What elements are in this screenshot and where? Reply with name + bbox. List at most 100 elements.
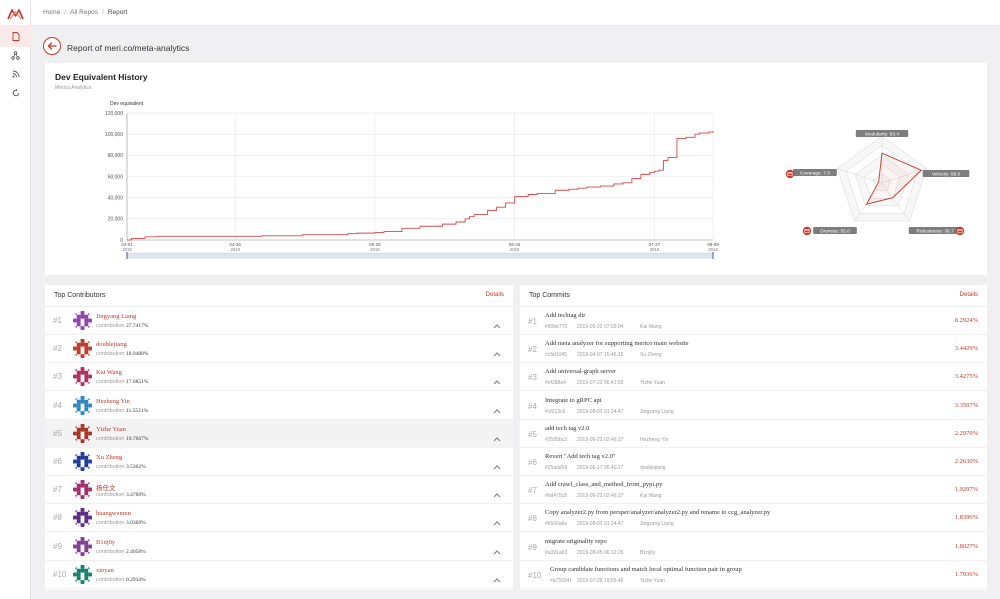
- contributor-row[interactable]: #1 Jingyang Liang contribution 27.7417%: [45, 307, 513, 335]
- avatar: [73, 339, 92, 359]
- commit-message[interactable]: Add techtag dir: [545, 312, 586, 319]
- commit-message[interactable]: Add meta analyzer for supporting merico …: [545, 340, 689, 348]
- commit-message[interactable]: add tech tag v2.0: [545, 424, 590, 432]
- contributor-row[interactable]: #7 扬任文 contribution 3.4769%: [45, 476, 513, 505]
- commit-row[interactable]: #4 Integrate to gRPC api #cf213c6 2019-08-0…: [520, 392, 987, 420]
- contributor-name[interactable]: huangwenren: [96, 510, 132, 518]
- commit-message[interactable]: Revert "Add tech tag v2.0": [545, 453, 616, 460]
- breadcrumb-home[interactable]: Home: [43, 9, 61, 16]
- contributor-name[interactable]: Yizhe Yuan: [96, 425, 126, 433]
- y-tick-label: 60,000: [108, 174, 124, 180]
- commit-row[interactable]: #2 Add meta analyzer for supporting meric…: [520, 335, 987, 364]
- commit-hash: #cf213c6: [545, 408, 566, 415]
- radar-label-bg: [793, 169, 837, 176]
- x-tick-year: 2018: [231, 247, 241, 252]
- commit-rank: #7: [528, 486, 537, 496]
- contributor-name[interactable]: Kai Wang: [96, 369, 122, 377]
- contribution-meta: contribution 18.9488%: [96, 351, 148, 357]
- nav-reports-icon[interactable]: [0, 25, 31, 47]
- contributor-rank: #8: [53, 513, 62, 523]
- contributor-rank: #10: [53, 569, 67, 579]
- nav-refresh-icon[interactable]: [0, 82, 31, 104]
- chevron-up-icon[interactable]: [493, 401, 501, 413]
- contributor-name[interactable]: 扬任文: [96, 485, 116, 493]
- radar-info-icon[interactable]: [955, 226, 965, 236]
- commit-hash: #25ada59: [545, 465, 568, 471]
- contributor-row[interactable]: #10 xinyan contribution 0.2934%: [45, 561, 513, 589]
- commit-message[interactable]: Copy analyzer2.py from persper/analyzer/…: [545, 509, 771, 517]
- arrow-left-icon: [47, 42, 57, 50]
- chart-subtitle: Merico Analytics: [55, 85, 92, 91]
- chevron-up-icon[interactable]: [493, 542, 501, 554]
- contribution-percent: 3.5363%: [125, 464, 146, 470]
- merico-logo[interactable]: [7, 7, 24, 25]
- commit-message[interactable]: Group candidate functions and match loca…: [550, 565, 742, 573]
- commit-row[interactable]: #9 migrate originality repo #a391a63 2019-0…: [520, 533, 987, 561]
- contribution-percent: 18.9488%: [125, 351, 149, 358]
- chevron-up-icon[interactable]: [493, 570, 501, 583]
- contribution-percent: 0.2934%: [125, 576, 146, 583]
- commit-message[interactable]: migrate originality repo: [545, 537, 607, 545]
- commit-row[interactable]: #1 Add techtag dir #60be770 2019-05-22 07:0…: [520, 307, 987, 335]
- commit-author: Hezheng Yin: [640, 436, 669, 443]
- commit-row[interactable]: #6 Revert "Add tech tag v2.0" #25ada59 2019…: [520, 448, 987, 476]
- commit-row[interactable]: #8 Copy analyzer2.py from persper/analyze…: [520, 504, 987, 533]
- chevron-up-icon[interactable]: [493, 485, 501, 498]
- contributor-row[interactable]: #6 Xu Zheng contribution 3.5363%: [45, 448, 513, 476]
- zoom-slider[interactable]: [126, 252, 714, 259]
- commit-date: 2019-08-05 06:12:25: [577, 549, 624, 556]
- chevron-up-icon[interactable]: [493, 372, 501, 385]
- commit-rank: #6: [528, 458, 537, 467]
- contributor-row[interactable]: #3 Kai Wang contribution 17.6851%: [45, 363, 513, 392]
- breadcrumb-separator: /: [101, 9, 104, 16]
- contributor-name[interactable]: Hezheng Yin: [96, 397, 130, 405]
- contributor-rank: #4: [53, 400, 62, 410]
- commit-row[interactable]: #3 Add universal-graph server #ef288a4 2019…: [520, 363, 987, 392]
- commit-message[interactable]: Integrate to gRPC api: [545, 396, 602, 404]
- contributor-row[interactable]: #5 Yizhe Yuan contribution 10.7667%: [45, 419, 513, 448]
- radar-label-bg: [813, 227, 857, 234]
- radar-info-icon[interactable]: [785, 169, 795, 179]
- avatar: [73, 508, 92, 528]
- contributor-row[interactable]: #8 huangwenren contribution 3.0369%: [45, 504, 513, 533]
- chevron-up-icon[interactable]: [493, 457, 501, 470]
- contributors-details-link[interactable]: Details: [485, 292, 504, 298]
- chevron-up-icon[interactable]: [493, 429, 501, 442]
- contributor-row[interactable]: #9 B1nj0y contribution 2.4058%: [45, 533, 513, 561]
- contributor-row[interactable]: #4 Hezheng Yin contribution 11.5521%: [45, 392, 513, 420]
- commits-details-link[interactable]: Details: [959, 292, 978, 298]
- contributor-name[interactable]: doublejiang: [96, 341, 127, 349]
- commit-percent: 1.8396%: [954, 514, 978, 522]
- nav-rss-icon[interactable]: [0, 63, 31, 85]
- contributor-name[interactable]: B1nj0y: [96, 538, 116, 546]
- chevron-up-icon[interactable]: [493, 344, 501, 357]
- contributor-name[interactable]: xinyan: [96, 566, 114, 574]
- contributor-row[interactable]: #2 doublejiang contribution 18.9488%: [45, 335, 513, 364]
- commit-author: Yizhe Yuan: [640, 577, 666, 584]
- commit-message[interactable]: Add crawl_class_and_method_from_pypi.py: [545, 481, 663, 489]
- breadcrumb-all-repos[interactable]: All Repos: [70, 9, 98, 16]
- zoom-handle-left[interactable]: [126, 252, 128, 259]
- avatar: [73, 564, 92, 584]
- chevron-up-icon[interactable]: [493, 513, 501, 526]
- avatar: [73, 311, 92, 330]
- radar-info-icon[interactable]: [802, 226, 812, 236]
- commit-date: 2019-06-23 02:46:37: [577, 493, 624, 500]
- back-button[interactable]: [43, 37, 61, 55]
- radar-spoke: [881, 182, 910, 222]
- line-chart[interactable]: Dev equivalent 0 20,000 40,000 60,000 80,000 1…: [45, 63, 987, 275]
- contributor-name[interactable]: Xu Zheng: [96, 454, 123, 461]
- nav-network-icon[interactable]: [0, 44, 31, 66]
- y-tick-label: 120,000: [105, 111, 123, 117]
- commit-author: Jingyang Liang: [640, 521, 674, 528]
- commit-row[interactable]: #5 add tech tag v2.0 #2595bc3 2019-06-23 02…: [520, 420, 987, 448]
- left-nav: [0, 0, 31, 599]
- contributor-name[interactable]: Jingyang Liang: [96, 313, 137, 320]
- zoom-handle-right[interactable]: [712, 252, 714, 259]
- commit-row[interactable]: #7 Add crawl_class_and_method_from_pypi.p…: [520, 476, 987, 505]
- commit-row[interactable]: #10 Group candidate functions and match l…: [520, 561, 987, 589]
- chevron-up-icon[interactable]: [493, 316, 501, 329]
- breadcrumb: Home / All Repos / Report: [43, 9, 127, 16]
- commit-message[interactable]: Add universal-graph server: [545, 368, 617, 376]
- commit-author: Jingyang Liang: [640, 408, 674, 415]
